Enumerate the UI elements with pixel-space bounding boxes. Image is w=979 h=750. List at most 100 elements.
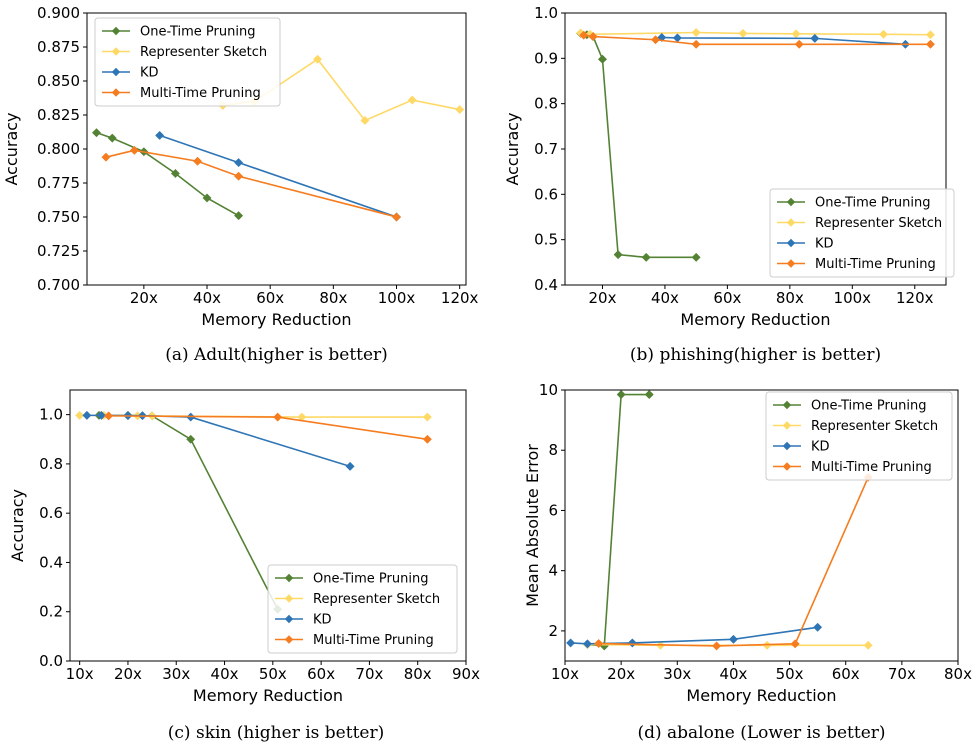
data-point-representer — [422, 412, 432, 422]
series-line-kd — [661, 36, 906, 46]
data-point-one_time — [691, 252, 701, 262]
data-point-multi_time — [794, 39, 804, 49]
legend-marker — [111, 67, 121, 77]
legend-entry-label: KD — [811, 440, 830, 455]
x-tick-label: 40x — [719, 665, 747, 683]
x-tick-label: 40x — [193, 289, 221, 307]
x-tick-label: 20x — [114, 665, 142, 683]
x-axis-label: Memory Reduction — [680, 310, 830, 329]
plot-area — [576, 27, 935, 262]
data-point-multi_time — [104, 411, 114, 421]
data-point-one_time — [107, 133, 117, 143]
data-point-multi_time — [691, 39, 701, 49]
y-tick-label: 0.8 — [39, 455, 63, 473]
data-point-one_time — [597, 54, 608, 64]
data-point-one_time — [613, 250, 623, 260]
data-point-multi_time — [712, 641, 722, 651]
data-point-multi_time — [129, 145, 139, 155]
legend-box — [267, 564, 458, 654]
data-point-multi_time — [925, 39, 935, 49]
x-tick-label: 60x — [307, 665, 335, 683]
legend-entry-label: Multi-Time Pruning — [140, 86, 261, 101]
subfigure-caption: (c) skin (higher is better) — [168, 723, 384, 743]
y-tick-label: 0.8 — [534, 95, 558, 113]
legend-marker — [284, 594, 294, 603]
x-tick-label: 80x — [319, 289, 347, 307]
series-line-kd — [86, 414, 351, 468]
data-point-multi_time — [391, 212, 402, 222]
y-tick-label: 0.825 — [37, 106, 80, 124]
x-tick-label: 80x — [944, 665, 972, 683]
legend-marker — [111, 88, 121, 97]
y-axis-label: Mean Absolute Error — [523, 444, 542, 607]
subfigure-caption: (d) abalone (Lower is better) — [637, 723, 885, 743]
data-point-kd — [82, 410, 92, 420]
y-tick-label: 0.7 — [534, 140, 558, 158]
subfigure-caption: (b) phishing(higher is better) — [630, 345, 881, 365]
series-line-one_time — [98, 414, 279, 610]
y-tick-label: 0.875 — [37, 38, 80, 56]
legend-entry-label: Multi-Time Pruning — [313, 633, 434, 648]
data-point-multi_time — [594, 638, 604, 649]
legend-marker — [786, 197, 796, 207]
data-point-multi_time — [790, 639, 800, 649]
series-line-one_time — [96, 131, 239, 217]
data-point-one_time — [202, 193, 212, 203]
legend-entry-label: KD — [313, 613, 332, 628]
legend-entry-label: One-Time Pruning — [811, 399, 926, 414]
data-point-multi_time — [101, 152, 111, 162]
data-point-representer — [925, 30, 935, 40]
x-tick-label: 50x — [776, 665, 804, 683]
y-tick-label: 8 — [548, 441, 558, 459]
data-point-representer — [738, 28, 748, 38]
data-point-kd — [810, 33, 820, 43]
legend-box — [769, 188, 955, 278]
x-axis-label: Memory Reduction — [686, 686, 836, 705]
y-tick-label: 1.0 — [39, 406, 63, 424]
data-point-one_time — [170, 168, 180, 179]
legend-entry-label: Representer Sketch — [811, 419, 938, 434]
data-point-multi_time — [192, 156, 203, 166]
data-point-kd — [672, 33, 682, 43]
data-point-one_time — [641, 252, 651, 262]
data-point-multi_time — [422, 434, 432, 444]
y-tick-label: 10 — [539, 381, 558, 399]
x-tick-label: 70x — [355, 665, 383, 683]
legend-marker — [786, 218, 796, 227]
legend-marker — [782, 441, 792, 451]
y-tick-label: 0.9 — [534, 49, 558, 67]
legend: One-Time Pruning Representer Sketch KD Mult… — [769, 188, 955, 278]
x-tick-label: 90x — [452, 665, 480, 683]
data-point-one_time — [644, 390, 654, 400]
x-axis-label: Memory Reduction — [193, 686, 343, 705]
data-point-one_time — [616, 390, 626, 400]
y-tick-label: 4 — [548, 562, 558, 580]
x-tick-label: 80x — [404, 665, 432, 683]
data-point-representer — [407, 95, 417, 105]
x-tick-label: 120x — [896, 289, 934, 307]
chart-panel-3: 10x 20x 30x 40x 50x 60x 70x 80x 90x 0.0 0.2 0.4 0.6 0… — [8, 389, 480, 743]
x-tick-label: 100x — [834, 289, 872, 307]
x-tick-label: 100x — [378, 289, 416, 307]
legend-entry-label: One-Time Pruning — [815, 196, 930, 211]
data-point-multi_time — [579, 30, 589, 40]
y-tick-label: 6 — [548, 501, 558, 519]
legend-marker — [786, 259, 796, 268]
data-point-kd — [627, 638, 637, 648]
data-point-kd — [155, 130, 165, 140]
legend-entry-label: KD — [815, 237, 834, 252]
plot-area — [91, 54, 465, 222]
x-tick-label: 10x — [66, 665, 94, 683]
data-point-one_time — [91, 128, 102, 138]
legend-marker — [111, 47, 121, 56]
x-tick-label: 80x — [776, 289, 804, 307]
data-point-representer — [75, 410, 85, 420]
legend-box — [94, 17, 281, 107]
legend-marker — [786, 238, 796, 248]
y-tick-label: 0.850 — [37, 72, 80, 90]
x-tick-label: 20x — [607, 665, 635, 683]
legend-entry-label: Representer Sketch — [313, 592, 440, 607]
legend-marker — [782, 400, 792, 410]
y-tick-label: 0.6 — [39, 504, 63, 522]
